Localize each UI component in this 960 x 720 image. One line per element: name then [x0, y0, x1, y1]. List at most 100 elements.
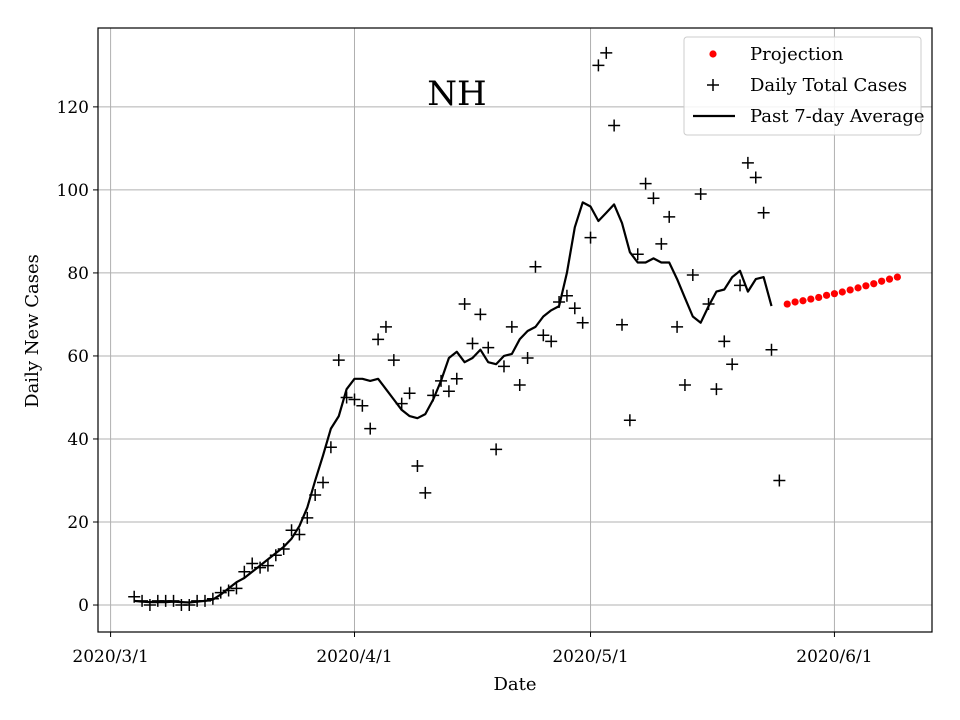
- daily-case-point: [537, 329, 550, 342]
- daily-case-point: [647, 192, 660, 205]
- daily-case-point: [584, 231, 597, 244]
- projection-point: [807, 295, 815, 303]
- daily-case-point: [592, 59, 605, 72]
- daily-case-point: [694, 188, 707, 201]
- daily-case-point: [474, 308, 487, 321]
- daily-case-point: [411, 459, 424, 472]
- projection-point: [893, 273, 901, 281]
- y-tick-label: 60: [67, 347, 89, 367]
- daily-case-point: [741, 156, 754, 169]
- daily-case-point: [372, 333, 385, 346]
- legend-dot-icon: [709, 50, 717, 58]
- projection-point: [799, 297, 807, 305]
- projection-point: [885, 275, 894, 283]
- projection-point: [815, 293, 823, 302]
- daily-case-point: [521, 352, 534, 365]
- daily-case-point: [261, 559, 274, 572]
- daily-case-point: [576, 316, 589, 329]
- y-tick-label: 120: [57, 98, 89, 118]
- daily-case-point: [513, 379, 526, 392]
- daily-case-point: [678, 379, 691, 392]
- legend: Projection Daily Total Cases Past 7-day Av…: [683, 36, 925, 136]
- y-tick-label: 0: [78, 596, 89, 616]
- daily-case-point: [458, 298, 471, 311]
- series-line: [134, 201, 773, 604]
- daily-case-point: [450, 372, 463, 385]
- projection-point: [862, 282, 870, 290]
- daily-case-point: [482, 341, 495, 354]
- y-tick-label: 100: [57, 181, 89, 201]
- daily-case-point: [348, 393, 361, 406]
- daily-case-point: [529, 260, 542, 273]
- daily-case-point: [403, 387, 416, 400]
- daily-case-point: [505, 320, 518, 333]
- daily-case-point: [686, 268, 699, 281]
- plot-frame: [97, 27, 933, 633]
- daily-case-point: [773, 474, 786, 487]
- daily-case-point: [128, 590, 141, 603]
- daily-case-point: [183, 599, 196, 612]
- daily-case-point: [560, 289, 573, 302]
- daily-case-point: [490, 443, 503, 456]
- x-tick-label: 2020/6/1: [796, 647, 872, 667]
- projection-point: [870, 280, 878, 288]
- daily-case-point: [340, 391, 353, 404]
- daily-case-point: [757, 206, 770, 219]
- legend-label: Projection: [750, 44, 844, 65]
- ticks: 2020/3/1 2020/4/1 2020/5/1 2020/6/1 0 20 40 60 8…: [57, 98, 873, 667]
- x-axis-label: Date: [493, 674, 536, 695]
- x-tick-label: 2020/5/1: [552, 647, 628, 667]
- projection-point: [846, 286, 854, 294]
- y-axis-label: Daily New Cases: [22, 254, 43, 408]
- daily-case-point: [442, 385, 455, 398]
- y-tick-label: 20: [67, 513, 89, 533]
- daily-case-point: [616, 318, 629, 331]
- projection-point: [854, 284, 862, 292]
- legend-box: [683, 36, 922, 136]
- daily-case-point: [568, 302, 581, 315]
- daily-case-point: [663, 210, 676, 223]
- y-tick-label: 80: [67, 264, 89, 284]
- legend-label: Daily Total Cases: [750, 75, 907, 96]
- daily-case-point: [710, 383, 723, 396]
- projection-point: [878, 277, 886, 285]
- daily-case-point: [718, 335, 731, 348]
- chart-title: NH: [427, 74, 486, 114]
- daily-case-point: [497, 360, 510, 373]
- projection-point: [783, 300, 791, 308]
- daily-case-point: [545, 335, 558, 348]
- x-tick-label: 2020/4/1: [316, 647, 392, 667]
- daily-case-point: [356, 399, 369, 412]
- daily-case-point: [419, 486, 432, 499]
- daily-case-point: [324, 441, 337, 454]
- legend-label: Past 7-day Average: [750, 106, 925, 127]
- series-layer: [128, 46, 901, 612]
- daily-case-point: [623, 414, 636, 427]
- daily-case-point: [317, 476, 330, 489]
- daily-case-point: [639, 177, 652, 190]
- series-dot: [783, 273, 901, 308]
- daily-case-point: [608, 119, 621, 132]
- daily-case-point: [631, 248, 644, 261]
- daily-case-point: [600, 46, 613, 59]
- daily-case-point: [379, 320, 392, 333]
- daily-case-point: [765, 343, 778, 356]
- average-line: [134, 201, 773, 604]
- legend-plus-icon: [707, 79, 719, 91]
- daily-case-point: [332, 354, 345, 367]
- projection-point: [791, 298, 799, 306]
- y-tick-label: 40: [67, 430, 89, 450]
- daily-case-point: [364, 422, 377, 435]
- daily-case-point: [671, 320, 684, 333]
- daily-case-point: [749, 171, 762, 184]
- daily-case-point: [246, 557, 259, 570]
- projection-point: [822, 291, 831, 299]
- daily-case-point: [387, 354, 400, 367]
- daily-case-point: [726, 358, 739, 371]
- projection-point: [830, 290, 839, 298]
- projection-point: [838, 288, 846, 296]
- daily-case-point: [466, 337, 479, 350]
- daily-case-point: [230, 582, 243, 595]
- daily-case-point: [238, 565, 251, 578]
